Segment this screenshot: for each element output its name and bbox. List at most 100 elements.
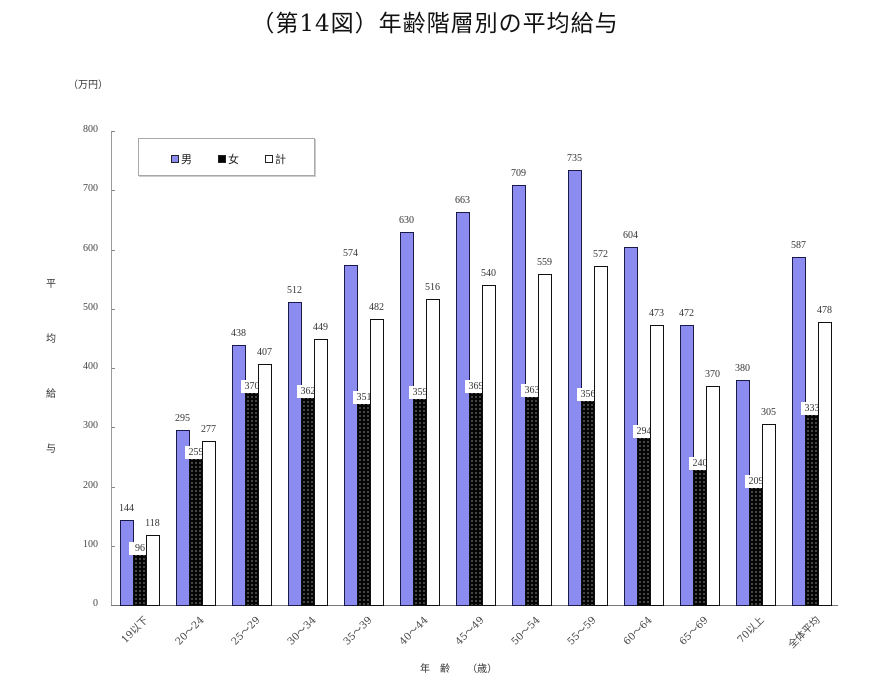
y-tick-mark bbox=[111, 368, 115, 369]
data-label: 735 bbox=[567, 152, 582, 164]
data-label: 559 bbox=[537, 256, 552, 268]
data-label: 587 bbox=[791, 240, 806, 252]
bar-female bbox=[637, 430, 651, 606]
y-axis-title-char: 給 bbox=[46, 389, 56, 400]
bar-female bbox=[189, 451, 203, 606]
x-axis-title: 年 齢 （歳） bbox=[420, 664, 498, 675]
data-label: 572 bbox=[593, 249, 608, 261]
x-category-label: 40～44 bbox=[397, 614, 431, 648]
bar-male bbox=[792, 257, 806, 606]
data-label: 363 bbox=[521, 383, 543, 397]
bar-female bbox=[301, 390, 315, 606]
data-label: 574 bbox=[343, 247, 358, 259]
data-label: 295 bbox=[175, 413, 190, 425]
data-label: 359 bbox=[409, 386, 431, 400]
data-label: 356 bbox=[577, 388, 599, 402]
legend: 男 女 計 bbox=[138, 138, 315, 176]
data-label: 380 bbox=[735, 362, 750, 374]
bar-female bbox=[693, 462, 707, 606]
y-tick-label: 0 bbox=[93, 598, 98, 609]
x-category-label: 全体平均 bbox=[786, 614, 823, 651]
data-label: 540 bbox=[481, 268, 496, 280]
data-label: 604 bbox=[623, 230, 638, 242]
bar-total bbox=[538, 273, 552, 606]
x-category-label: 55～59 bbox=[565, 614, 599, 648]
unit-label: （万円） bbox=[68, 80, 108, 91]
chart-title: （第14図）年齢階層別の平均給与 bbox=[251, 11, 619, 37]
legend-label: 計 bbox=[275, 153, 286, 166]
y-tick-label: 200 bbox=[83, 479, 98, 491]
y-tick-mark bbox=[111, 427, 115, 429]
y-tick-label: 600 bbox=[83, 242, 98, 254]
y-tick-mark bbox=[111, 249, 115, 251]
bar-total bbox=[370, 319, 384, 606]
x-category-label: 50～54 bbox=[509, 614, 543, 648]
x-category-label: 25～29 bbox=[229, 614, 263, 648]
bar-male bbox=[456, 212, 470, 606]
data-label: 709 bbox=[511, 167, 526, 179]
legend-swatch-total-icon bbox=[265, 155, 273, 163]
bar-total bbox=[426, 299, 440, 606]
data-label: 294 bbox=[633, 424, 655, 438]
data-label: 240 bbox=[689, 456, 711, 470]
data-label: 472 bbox=[679, 308, 694, 320]
bar-male bbox=[568, 169, 582, 606]
x-category-label: 60～64 bbox=[621, 614, 655, 648]
data-label: 370 bbox=[241, 379, 263, 393]
data-label: 516 bbox=[425, 282, 440, 294]
data-label: 118 bbox=[145, 518, 160, 530]
data-label: 305 bbox=[761, 407, 776, 419]
x-category-label: 65～69 bbox=[677, 614, 711, 648]
bar-total bbox=[202, 440, 216, 606]
x-category-label: 19以下 bbox=[119, 614, 151, 646]
bar-female bbox=[749, 481, 763, 606]
bar-total bbox=[818, 321, 832, 606]
y-tick-label: 700 bbox=[83, 183, 98, 195]
bar-male bbox=[344, 264, 358, 606]
data-label: 259 bbox=[185, 445, 207, 459]
y-tick-label: 400 bbox=[83, 361, 98, 372]
data-label: 277 bbox=[201, 423, 216, 435]
legend-item-male: 男 bbox=[171, 151, 192, 167]
x-category-label: 30～34 bbox=[285, 614, 319, 648]
data-label: 512 bbox=[287, 284, 302, 296]
data-label: 96 bbox=[129, 542, 151, 556]
legend-label: 女 bbox=[228, 153, 239, 166]
data-label: 370 bbox=[705, 368, 720, 380]
data-label: 369 bbox=[465, 380, 487, 394]
data-label: 473 bbox=[649, 307, 664, 319]
x-category-label: 20～24 bbox=[173, 614, 207, 648]
legend-swatch-male-icon bbox=[171, 155, 179, 163]
data-label: 362 bbox=[297, 384, 319, 398]
bar-female bbox=[357, 397, 371, 606]
bar-total bbox=[762, 424, 776, 606]
data-label: 478 bbox=[817, 304, 832, 316]
y-axis-title-char: 与 bbox=[46, 444, 56, 455]
bar-male bbox=[400, 231, 414, 606]
data-label: 449 bbox=[313, 321, 328, 333]
x-category-label: 45～49 bbox=[453, 614, 487, 648]
bar-female bbox=[581, 394, 595, 606]
bar-male bbox=[288, 301, 302, 606]
y-tick-mark bbox=[111, 131, 115, 132]
data-label: 351 bbox=[353, 391, 375, 405]
x-category-label: 70以上 bbox=[735, 614, 767, 646]
bar-total bbox=[482, 285, 496, 606]
bar-female bbox=[413, 392, 427, 606]
bar-total bbox=[650, 324, 664, 606]
y-tick-mark bbox=[111, 308, 115, 310]
y-axis-title-char: 均 bbox=[46, 334, 56, 345]
bar-female bbox=[469, 386, 483, 606]
bar-total bbox=[146, 535, 160, 606]
y-tick-mark bbox=[111, 486, 115, 488]
legend-label: 男 bbox=[181, 153, 192, 166]
bar-total bbox=[258, 363, 272, 606]
data-label: 144 bbox=[119, 502, 134, 514]
y-tick-label: 800 bbox=[83, 124, 98, 135]
data-label: 407 bbox=[257, 346, 272, 358]
data-label: 209 bbox=[745, 475, 767, 489]
y-tick-mark bbox=[111, 545, 115, 547]
data-label: 482 bbox=[369, 302, 384, 314]
legend-item-total: 計 bbox=[265, 151, 286, 167]
bar-female bbox=[805, 407, 819, 606]
